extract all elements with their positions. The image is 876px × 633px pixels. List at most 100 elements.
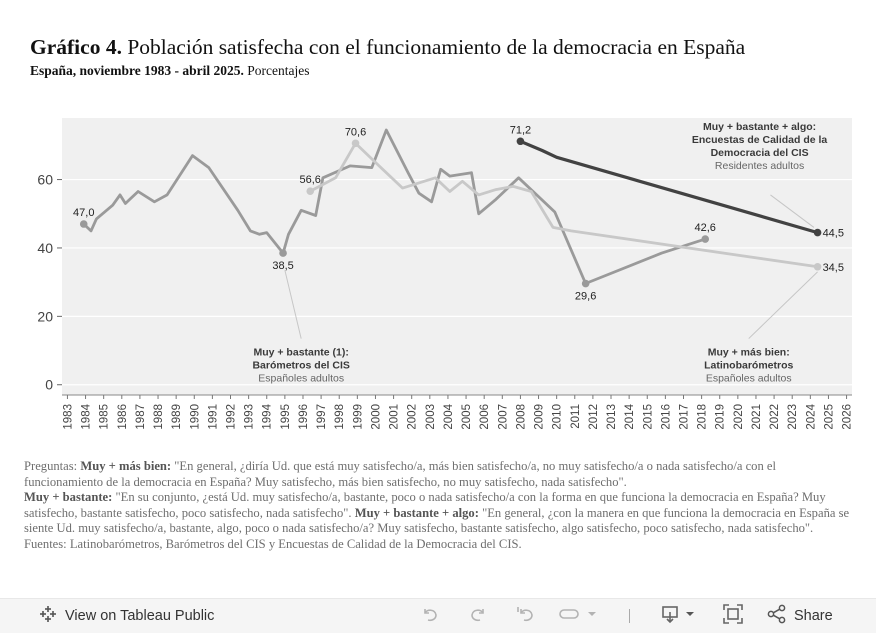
x-tick-label: 2025 — [823, 404, 835, 430]
x-tick-label: 2024 — [805, 403, 817, 429]
annotation-calidad-line: Muy + bastante + algo: — [703, 121, 816, 133]
data-point-latino — [306, 187, 315, 195]
y-tick-label: 40 — [37, 240, 53, 256]
download-button[interactable] — [660, 599, 700, 633]
x-tick-label: 2016 — [660, 404, 672, 430]
notes-q3-label: Muy + bastante + algo: — [354, 505, 479, 520]
x-tick-label: 1995 — [280, 404, 292, 430]
x-tick-label: 2013 — [606, 404, 618, 430]
data-label: 44,5 — [823, 228, 844, 240]
x-tick-label: 1983 — [62, 404, 74, 430]
x-tick-label: 2018 — [697, 404, 709, 430]
x-tick-label: 2001 — [389, 404, 401, 430]
notes-q1-text: "En general, ¿diría Ud. que está muy sat… — [24, 459, 777, 489]
x-tick-label: 2004 — [443, 403, 455, 429]
chart-title-bold: Gráfico 4. — [30, 35, 122, 59]
series-line-cis — [82, 128, 707, 285]
download-icon — [660, 604, 700, 629]
x-tick-label: 2015 — [642, 404, 654, 430]
annotation-leader-calidad — [770, 194, 815, 228]
data-label: 38,5 — [272, 260, 293, 272]
notes-q2-text: "En su conjunto, ¿está Ud. muy satisfech… — [24, 490, 826, 520]
notes-prefix: Preguntas: — [24, 459, 81, 473]
y-tick-label: 20 — [37, 308, 53, 324]
redo-icon — [468, 604, 488, 629]
share-button[interactable]: Share — [767, 599, 833, 633]
x-tick-label: 2005 — [461, 404, 473, 430]
revert-button[interactable] — [514, 599, 536, 633]
chart-title-text: Población satisfecha con el funcionamien… — [127, 35, 746, 59]
x-tick-label: 1998 — [334, 404, 346, 430]
notes-sources: Fuentes: Latinobarómetros, Barómetros de… — [24, 536, 522, 551]
x-tick-label: 2021 — [751, 404, 763, 430]
y-tick-label: 60 — [37, 172, 53, 188]
line-chart: 0 20 40 60 1983 1984 1985 1986 1987 1988 1989 1990 1… — [37, 118, 854, 430]
chart-title: Gráfico 4. Población satisfecha con el f… — [30, 34, 830, 60]
revert-icon — [514, 604, 536, 629]
pause-button[interactable] — [558, 599, 598, 633]
chart-notes: Preguntas: Muy + más bien: "En general, … — [24, 459, 854, 553]
data-label: 42,6 — [695, 222, 716, 234]
annotation-latino-line: Latinobarómetros — [704, 360, 793, 372]
x-tick-label: 2022 — [769, 404, 781, 430]
x-tick-label: 2012 — [588, 404, 600, 430]
view-on-tableau-label: View on Tableau Public — [65, 608, 215, 624]
x-tick-label: 2014 — [624, 403, 636, 429]
undo-icon — [420, 604, 440, 629]
data-label: 34,5 — [823, 262, 844, 274]
tableau-logo-icon — [38, 604, 58, 629]
x-tick-label: 1994 — [262, 403, 274, 429]
y-tick-label: 0 — [45, 377, 53, 393]
x-tick-label: 2010 — [552, 404, 564, 430]
x-tick-label: 1988 — [153, 404, 165, 430]
notes-q1-label: Muy + más bien: — [80, 459, 172, 473]
data-point-cis — [701, 235, 710, 243]
x-tick-label: 2017 — [678, 404, 690, 430]
data-label: 47,0 — [73, 207, 94, 219]
data-point-calidad — [516, 137, 525, 146]
x-tick-label: 2011 — [570, 404, 582, 429]
share-icon — [767, 604, 787, 629]
fullscreen-button[interactable] — [722, 599, 744, 633]
x-tick-label: 2006 — [479, 404, 491, 430]
x-tick-label: 2009 — [534, 404, 546, 430]
annotation-latino-line: Muy + más bien: — [708, 347, 790, 359]
chart-subtitle-bold: España, noviembre 1983 - abril 2025. — [30, 63, 244, 78]
notes-q2-label: Muy + bastante: — [24, 490, 113, 505]
x-tick-label: 2020 — [733, 404, 745, 430]
annotation-calidad-line: Residentes adultos — [715, 160, 804, 172]
x-tick-label: 2019 — [715, 404, 727, 430]
x-tick-label: 2000 — [370, 404, 382, 430]
notes-questions: Preguntas: Muy + más bien: "En general, … — [24, 459, 854, 537]
share-label: Share — [794, 608, 833, 624]
x-tick-label: 1986 — [117, 404, 129, 430]
annotation-latino-line: Españoles adultos — [706, 373, 792, 385]
redo-button[interactable] — [468, 599, 488, 633]
series-line-calidad — [518, 139, 820, 235]
annotation-leader-latino — [748, 271, 818, 339]
undo-button[interactable] — [420, 599, 440, 633]
data-point-cis — [581, 279, 590, 288]
x-tick-label: 1991 — [207, 404, 219, 430]
data-point-cis — [279, 249, 287, 257]
toolbar-divider — [629, 609, 630, 623]
x-tick-label: 1989 — [171, 404, 183, 430]
x-tick-label: 2003 — [425, 404, 437, 430]
series-line-latino — [308, 141, 819, 269]
data-point-cis — [79, 220, 88, 228]
chart-subtitle-text: Porcentajes — [247, 63, 310, 78]
title-block: Gráfico 4. Población satisfecha con el f… — [30, 34, 830, 79]
data-label: 70,6 — [345, 126, 366, 138]
annotation-calidad-line: Encuestas de Calidad de la — [692, 134, 828, 146]
plot-background — [62, 118, 852, 395]
x-tick-label: 1997 — [316, 404, 328, 430]
x-tick-label: 2002 — [407, 404, 419, 430]
notes-q3-text: "En general, ¿con la manera en que funci… — [24, 505, 850, 536]
x-tick-label: 2023 — [787, 404, 799, 430]
data-label: 29,6 — [575, 291, 596, 303]
annotation-cis-line: Muy + bastante (1): — [253, 347, 348, 359]
view-on-tableau-button[interactable]: View on Tableau Public — [38, 599, 214, 633]
annotation-leader-cis — [284, 270, 302, 339]
data-label: 56,6 — [300, 174, 321, 186]
data-point-latino — [813, 262, 822, 271]
